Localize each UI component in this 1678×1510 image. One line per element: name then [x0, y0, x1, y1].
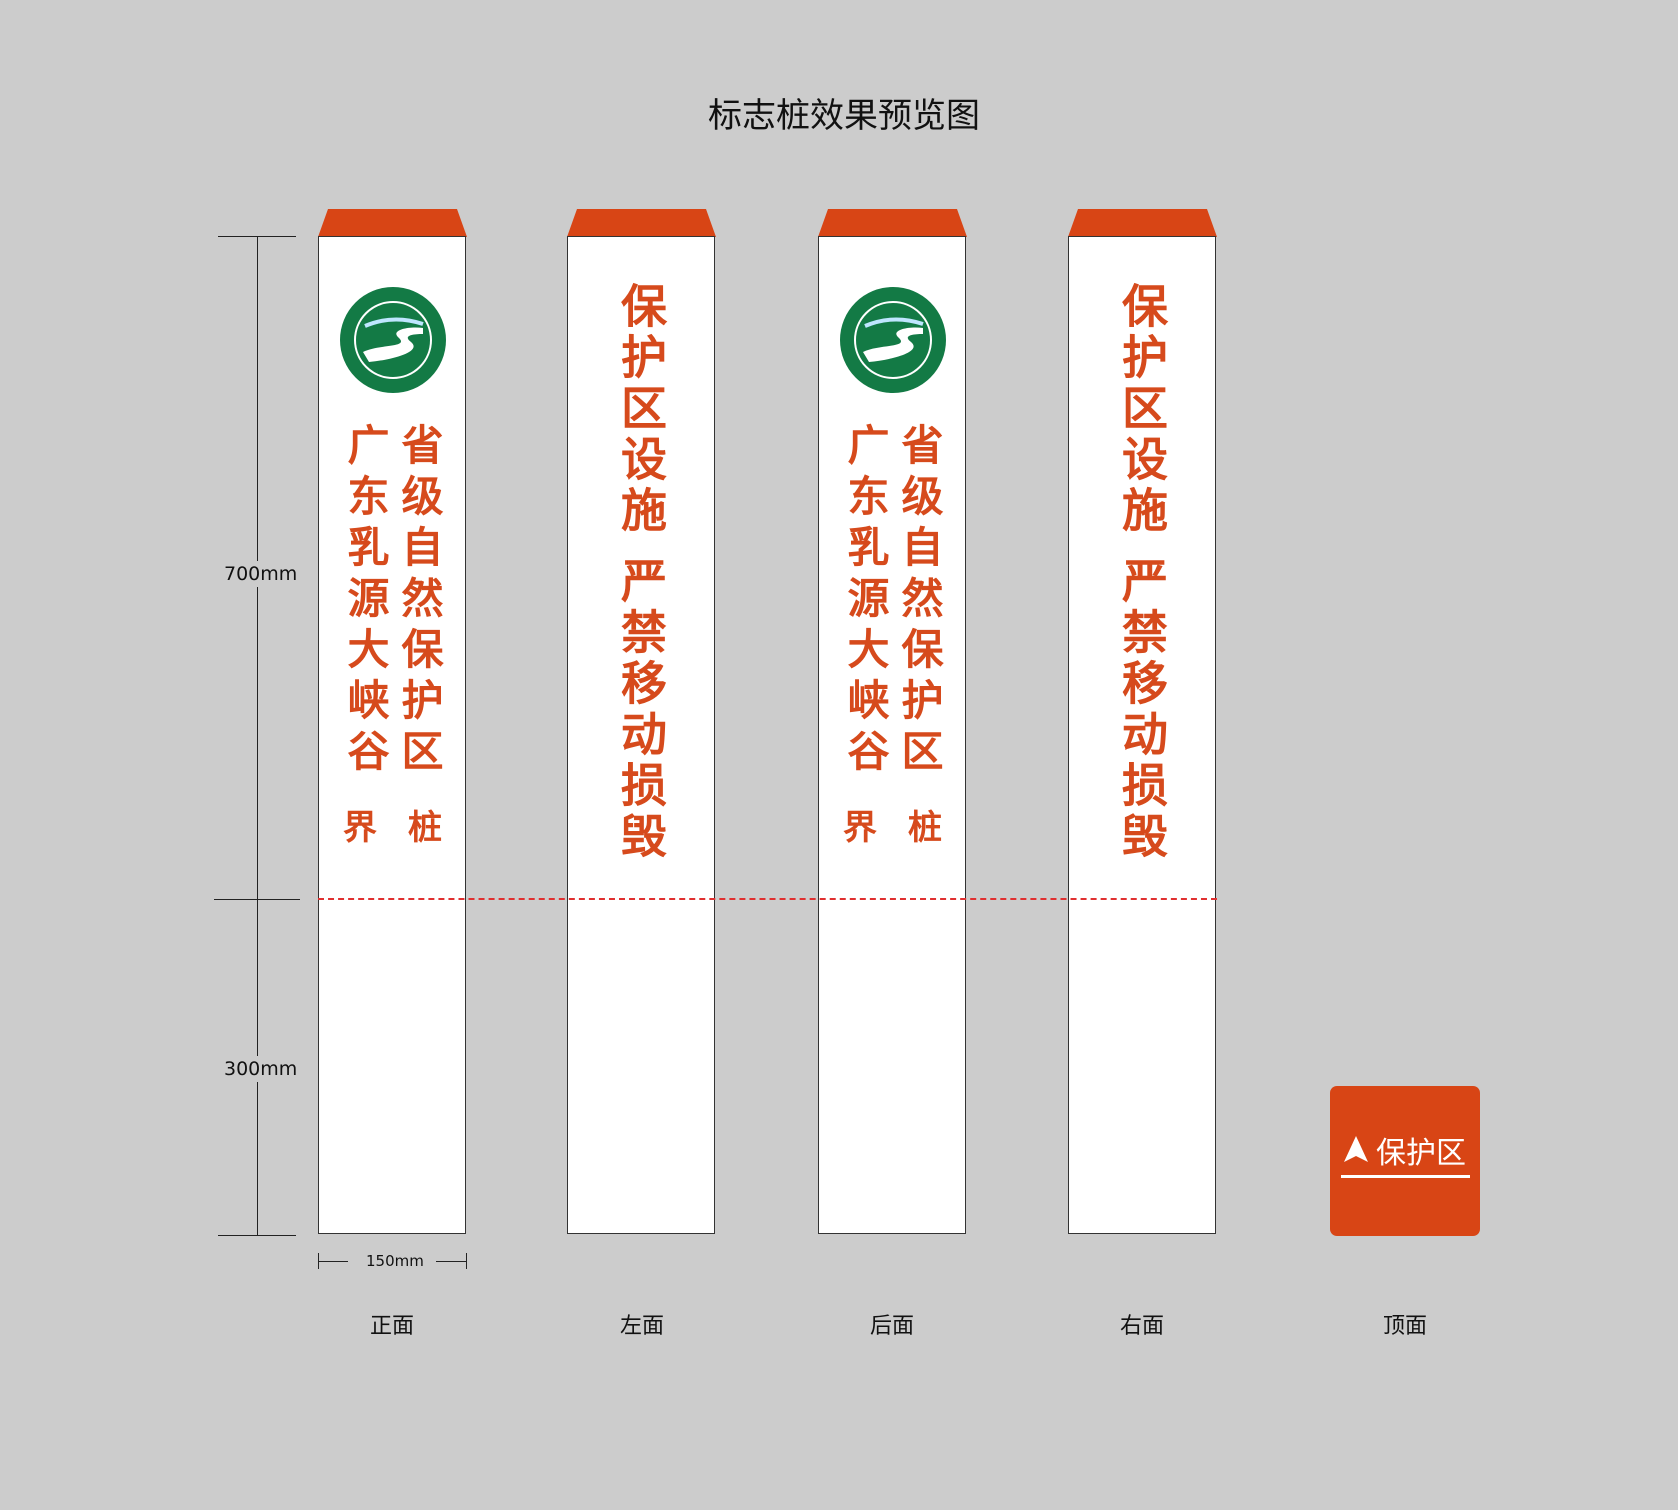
- front-text-right-column: 省级自然保护区: [395, 423, 444, 780]
- nature-reserve-logo-icon: [340, 287, 446, 393]
- width-line-right: [436, 1261, 466, 1262]
- front-text-foot-right: 桩: [408, 808, 442, 848]
- dimension-tick-top: [218, 236, 296, 237]
- post-cap-front: [318, 209, 467, 237]
- label-back: 后面: [869, 1314, 914, 1339]
- top-view-sign: 保护区: [1330, 1086, 1480, 1236]
- ground-line: [318, 898, 1217, 900]
- post-cap-back: [818, 209, 967, 237]
- left-text-line2: 严禁移动损毁: [614, 557, 668, 863]
- top-sign-text: 保护区: [1376, 1136, 1466, 1171]
- label-left: 左面: [619, 1314, 664, 1339]
- post-right: [1068, 236, 1216, 1234]
- back-text-foot-right: 桩: [908, 808, 942, 848]
- label-front: 正面: [369, 1314, 414, 1339]
- label-right: 右面: [1119, 1314, 1164, 1339]
- post-front: [318, 236, 466, 1234]
- right-text-line1: 保护区设施: [1115, 282, 1169, 537]
- dimension-150mm: 150mm: [366, 1250, 424, 1272]
- width-line-left: [318, 1261, 348, 1262]
- back-text-foot-left: 界: [843, 808, 877, 848]
- top-sign-underline: [1341, 1175, 1470, 1178]
- post-left: [567, 236, 715, 1234]
- page-title: 标志桩效果预览图: [708, 96, 980, 136]
- dimension-tick-middle: [214, 899, 300, 900]
- post-back: [818, 236, 966, 1234]
- right-text-line2: 严禁移动损毁: [1115, 557, 1169, 863]
- dimension-tick-bottom: [218, 1235, 296, 1236]
- arrow-up-icon: [1344, 1136, 1368, 1162]
- back-text-right-column: 省级自然保护区: [895, 423, 944, 780]
- width-tick-right: [466, 1253, 467, 1269]
- front-text-left-column: 广东乳源大峡谷: [341, 423, 390, 780]
- nature-reserve-logo-icon: [840, 287, 946, 393]
- front-text-foot-left: 界: [343, 808, 377, 848]
- label-top: 顶面: [1382, 1314, 1427, 1339]
- post-cap-right: [1068, 209, 1217, 237]
- left-text-line1: 保护区设施: [614, 282, 668, 537]
- dimension-700mm: 700mm: [224, 561, 298, 587]
- dimension-vertical-line: [257, 236, 258, 1235]
- back-text-left-column: 广东乳源大峡谷: [841, 423, 890, 780]
- post-cap-left: [567, 209, 716, 237]
- dimension-300mm: 300mm: [224, 1056, 298, 1082]
